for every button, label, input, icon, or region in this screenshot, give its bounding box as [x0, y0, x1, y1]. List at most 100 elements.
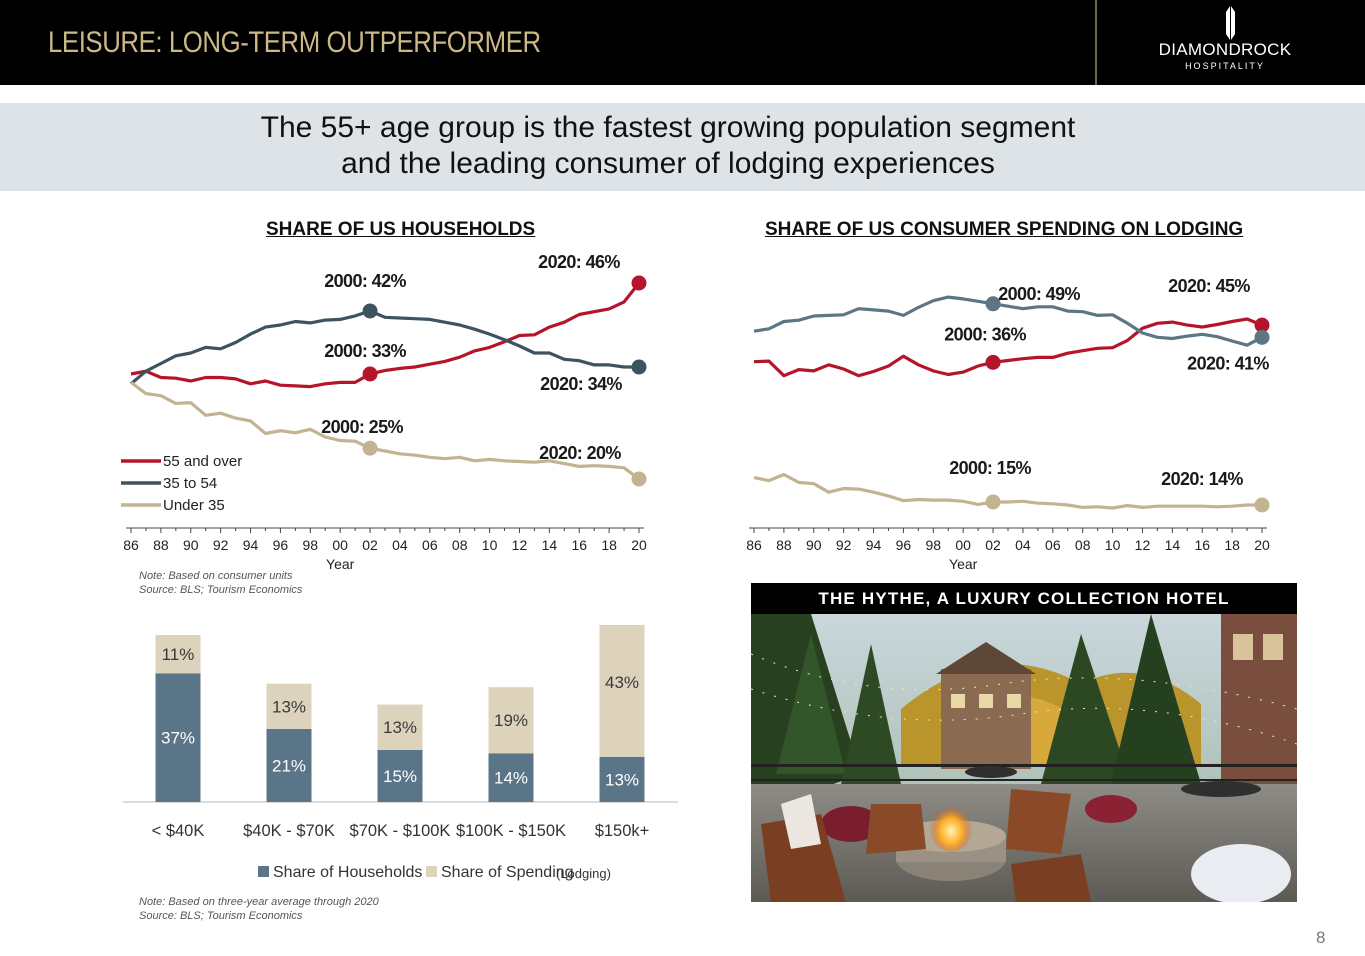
bars-legend-swatch-households	[258, 866, 269, 877]
page-title: LEISURE: LONG-TERM OUTPERFORMER	[48, 26, 541, 59]
lodging-tick-label: 12	[1135, 537, 1151, 553]
lodging-data-label: 2020: 45%	[1168, 276, 1250, 296]
lodging-tick-label: 92	[836, 537, 852, 553]
bars-legend-label-suffix: (Lodging)	[556, 866, 611, 881]
logo-subtitle: HOSPITALITY	[1185, 61, 1265, 71]
bar-spending-label: 11%	[162, 645, 195, 664]
households-note: Note: Based on consumer units Source: BL…	[139, 569, 302, 597]
hotel-patio-photo	[751, 614, 1297, 902]
households-tick-label: 10	[482, 537, 498, 553]
bars-legend-swatch-spending	[426, 866, 437, 877]
lodging-tick-label: 94	[866, 537, 882, 553]
bars-source-text: Source: BLS; Tourism Economics	[139, 910, 303, 922]
households-data-label: 2000: 42%	[324, 271, 406, 291]
bar-households-label: 13%	[605, 770, 639, 789]
page-number: 8	[1316, 928, 1326, 947]
lodging-tick-label: 02	[985, 537, 1001, 553]
bar-households	[155, 673, 201, 802]
bar-category-label: $150k+	[595, 822, 650, 840]
lodging-marker	[1254, 497, 1270, 513]
legend-label: Under 35	[163, 497, 225, 514]
bar-category-label: $70K - $100K	[350, 822, 451, 840]
households-data-label: 2020: 34%	[540, 374, 622, 394]
households-data-label: 2000: 33%	[324, 341, 406, 361]
bar-category-label: $100K - $150K	[456, 822, 566, 840]
households-marker	[631, 275, 647, 291]
income-stacked-bar-chart: 37% 11% < $40K 21% 13% $40K - $70K 15% 13% $70K …	[123, 625, 678, 881]
lodging-tick-label: 06	[1045, 537, 1061, 553]
bar-spending	[266, 683, 312, 729]
hotel-card: THE HYTHE, A LUXURY COLLECTION HOTEL	[751, 583, 1297, 902]
lodging-chart-title: SHARE OF US CONSUMER SPENDING ON LODGING	[765, 219, 1244, 240]
households-tick-label: 00	[332, 537, 348, 553]
bar-category-label: < $40K	[152, 822, 205, 840]
hotel-title: THE HYTHE, A LUXURY COLLECTION HOTEL	[751, 583, 1297, 614]
households-tick-label: 08	[452, 537, 468, 553]
lodging-tick-label: 86	[746, 537, 762, 553]
households-series-line-1	[129, 309, 639, 386]
households-tick-label: 14	[542, 537, 558, 553]
legend-label: 55 and over	[163, 453, 242, 470]
lodging-tick-label: 00	[955, 537, 971, 553]
bar-households	[377, 749, 423, 802]
bars-legend-label-spending: Share of Spending	[441, 864, 574, 881]
lodging-tick-label: 20	[1254, 537, 1270, 553]
lodging-series-line-0	[753, 317, 1263, 378]
households-series-line-2	[130, 381, 640, 481]
bars-note-text: Note: Based on three-year average throug…	[139, 896, 379, 908]
bar-households	[599, 756, 645, 802]
bar-households-label: 37%	[161, 729, 195, 748]
bar-category-label: $40K - $70K	[243, 822, 335, 840]
households-x-axis-title: Year	[326, 556, 355, 572]
bar-households-label: 14%	[494, 769, 528, 788]
households-source-text: Source: BLS; Tourism Economics	[139, 584, 303, 596]
bar-households	[266, 728, 312, 802]
households-marker	[362, 303, 378, 319]
logo-name: DIAMONDROCK	[1158, 40, 1292, 59]
bars-legend-label-households: Share of Households	[273, 864, 422, 881]
legend-label: 35 to 54	[163, 475, 217, 492]
households-series-line-0	[130, 282, 641, 389]
bar-spending	[377, 704, 423, 750]
households-tick-label: 06	[422, 537, 438, 553]
headline-band	[0, 103, 1365, 191]
households-tick-label: 18	[601, 537, 617, 553]
bar-households	[488, 753, 534, 802]
bar-spending-label: 43%	[605, 673, 639, 692]
households-chart-title: SHARE OF US HOUSEHOLDS	[266, 219, 536, 240]
households-tick-label: 98	[303, 537, 319, 553]
lodging-tick-label: 88	[776, 537, 792, 553]
households-data-label: 2000: 25%	[321, 417, 403, 437]
households-tick-label: 92	[213, 537, 229, 553]
households-tick-label: 90	[183, 537, 199, 553]
lodging-tick-label: 90	[806, 537, 822, 553]
lodging-series-line-1	[753, 295, 1263, 347]
lodging-tick-label: 08	[1075, 537, 1091, 553]
households-tick-label: 96	[273, 537, 289, 553]
households-tick-label: 94	[243, 537, 259, 553]
lodging-data-label: 2000: 36%	[944, 324, 1026, 344]
bar-spending-label: 19%	[494, 711, 528, 730]
bar-spending	[599, 625, 645, 757]
households-marker	[362, 440, 378, 456]
households-tick-label: 88	[153, 537, 169, 553]
bars-note: Note: Based on three-year average throug…	[139, 895, 379, 923]
bar-households-label: 15%	[383, 767, 417, 786]
lodging-data-label: 2000: 49%	[998, 284, 1080, 304]
lodging-data-label: 2020: 14%	[1161, 469, 1243, 489]
lodging-tick-label: 98	[926, 537, 942, 553]
bar-spending-label: 13%	[383, 718, 417, 737]
lodging-marker	[985, 354, 1001, 370]
headline-line-2: and the leading consumer of lodging expe…	[341, 147, 995, 180]
lodging-series-line-2	[753, 472, 1262, 510]
lodging-tick-label: 16	[1194, 537, 1210, 553]
lodging-marker	[985, 296, 1001, 312]
diamondrock-logo-icon	[1226, 6, 1235, 40]
households-marker	[362, 366, 378, 382]
logo-divider	[1095, 0, 1097, 85]
lodging-marker	[1254, 317, 1270, 333]
households-tick-label: 12	[512, 537, 528, 553]
households-tick-label: 86	[123, 537, 139, 553]
headline: The 55+ age group is the fastest growing…	[0, 110, 1336, 182]
households-marker	[631, 359, 647, 375]
